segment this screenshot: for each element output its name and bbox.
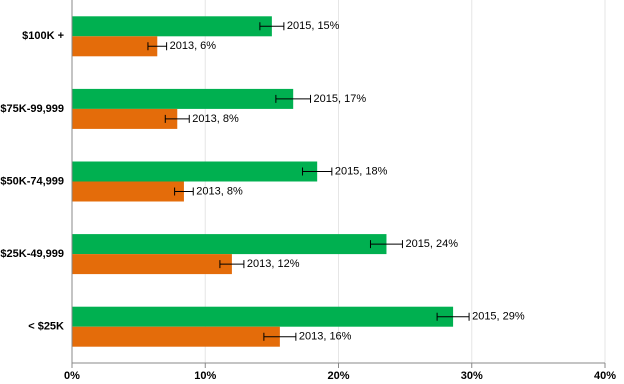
error-bar <box>164 114 190 123</box>
data-label: 2013, 8% <box>192 113 239 125</box>
bar <box>72 16 272 37</box>
error-bar <box>436 312 470 321</box>
bar <box>72 88 294 109</box>
x-tick-label: 10% <box>194 370 216 382</box>
data-label: 2015, 15% <box>287 20 340 32</box>
y-tick-label: $75K-99,999 <box>0 103 64 115</box>
data-label: 2015, 17% <box>314 93 367 105</box>
bar <box>72 254 232 275</box>
error-bar <box>259 22 285 31</box>
error-bar <box>219 260 245 269</box>
x-tick-label: 40% <box>594 370 616 382</box>
x-tick-label: 0% <box>64 370 80 382</box>
error-bar <box>275 94 312 103</box>
bar <box>72 36 158 57</box>
data-label: 2013, 8% <box>196 185 243 197</box>
bar <box>72 181 184 202</box>
bar <box>72 161 318 182</box>
y-tick-label: $25K-49,999 <box>0 248 64 260</box>
x-tick-label: 30% <box>461 370 483 382</box>
data-label: 2015, 18% <box>335 165 388 177</box>
data-label: 2013, 12% <box>247 258 300 270</box>
y-tick-label: $100K + <box>22 30 64 42</box>
error-bar <box>302 167 333 176</box>
y-tick-label: $50K-74,999 <box>0 175 64 187</box>
x-tick-label: 20% <box>327 370 349 382</box>
bar <box>72 306 454 327</box>
data-label: 2015, 24% <box>405 238 458 250</box>
data-label: 2015, 29% <box>472 311 525 323</box>
y-tick-label: < $25K <box>28 321 64 333</box>
data-label: 2013, 16% <box>299 331 352 343</box>
data-label: 2013, 6% <box>170 40 217 52</box>
bar <box>72 234 387 255</box>
error-bar <box>147 42 168 51</box>
error-bar <box>263 332 297 341</box>
bar <box>72 108 178 129</box>
error-bar <box>369 240 403 249</box>
bar <box>72 326 280 347</box>
error-bar <box>174 187 194 196</box>
